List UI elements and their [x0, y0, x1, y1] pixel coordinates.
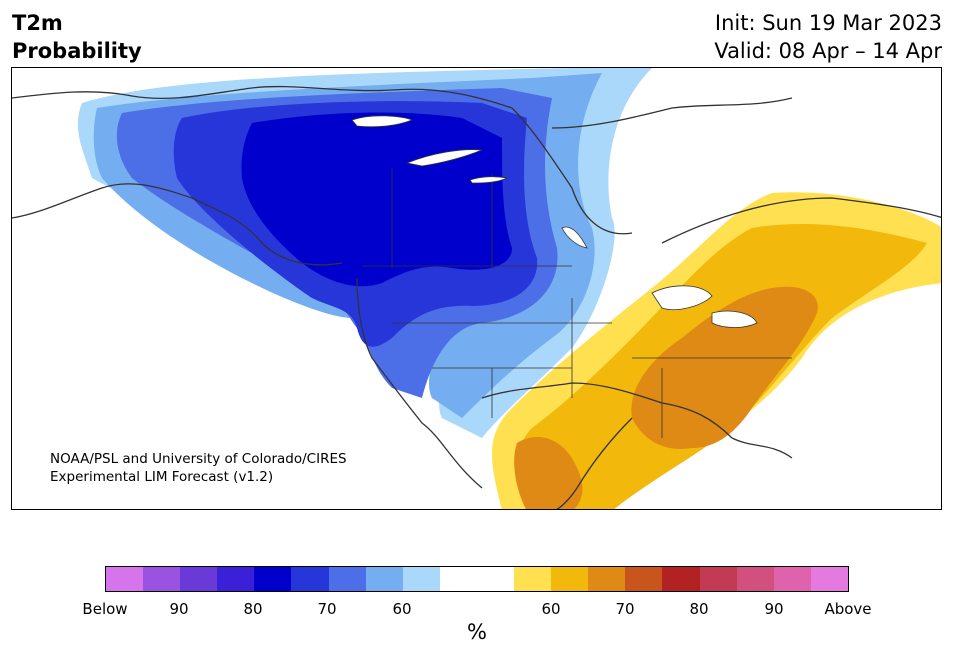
lakes	[351, 115, 758, 328]
date-info: Init: Sun 19 Mar 2023 Valid: 08 Apr – 14…	[714, 9, 942, 65]
colorbar-swatch	[476, 567, 515, 591]
colorbar-swatch	[291, 567, 329, 591]
colorbar	[105, 566, 849, 592]
colorbar-swatch	[106, 567, 144, 591]
colorbar-swatch	[699, 567, 737, 591]
colorbar-tick-label: 60	[541, 600, 561, 618]
colorbar-unit: %	[467, 620, 487, 644]
colorbar-tick-label: 60	[392, 600, 412, 618]
variable-label: T2m	[12, 11, 63, 35]
above-65-region	[631, 286, 818, 449]
colorbar-tick-label: 80	[243, 600, 263, 618]
colorbar-swatch	[254, 567, 292, 591]
product-label: Probability	[12, 39, 142, 63]
colorbar-tick-label: 90	[169, 600, 189, 618]
valid-range: Valid: 08 Apr – 14 Apr	[714, 39, 942, 63]
colorbar-swatch	[514, 567, 552, 591]
map-canvas	[12, 68, 941, 509]
colorbar-tick-label: 70	[615, 600, 635, 618]
colorbar-tick-label: 80	[689, 600, 709, 618]
colorbar-tick-label: Below	[82, 600, 128, 618]
init-date: Init: Sun 19 Mar 2023	[714, 11, 942, 35]
credit-text: NOAA/PSL and University of Colorado/CIRE…	[50, 450, 347, 486]
colorbar-swatch	[328, 567, 366, 591]
colorbar-swatch	[736, 567, 774, 591]
colorbar-swatch	[662, 567, 700, 591]
colorbar-swatch	[810, 567, 848, 591]
chart-title: T2m Probability	[12, 9, 142, 65]
colorbar-swatch	[402, 567, 440, 591]
colorbar-swatch	[365, 567, 403, 591]
credit-line-2: Experimental LIM Forecast (v1.2)	[50, 469, 274, 485]
colorbar-tick-label: 70	[317, 600, 337, 618]
colorbar-swatch	[551, 567, 589, 591]
above-65-texas-region	[514, 437, 583, 509]
colorbar-swatch	[773, 567, 811, 591]
probability-map: NOAA/PSL and University of Colorado/CIRE…	[11, 67, 942, 510]
political-borders	[362, 168, 792, 438]
coastlines	[12, 85, 941, 509]
colorbar-swatch	[439, 567, 477, 591]
colorbar-swatch	[180, 567, 218, 591]
colorbar-swatch	[625, 567, 663, 591]
colorbar-swatch	[143, 567, 181, 591]
colorbar-tick-label: 90	[764, 600, 784, 618]
colorbar-tick-label: Above	[824, 600, 872, 618]
colorbar-swatch	[217, 567, 255, 591]
credit-line-1: NOAA/PSL and University of Colorado/CIRE…	[50, 451, 347, 467]
colorbar-swatch	[588, 567, 626, 591]
